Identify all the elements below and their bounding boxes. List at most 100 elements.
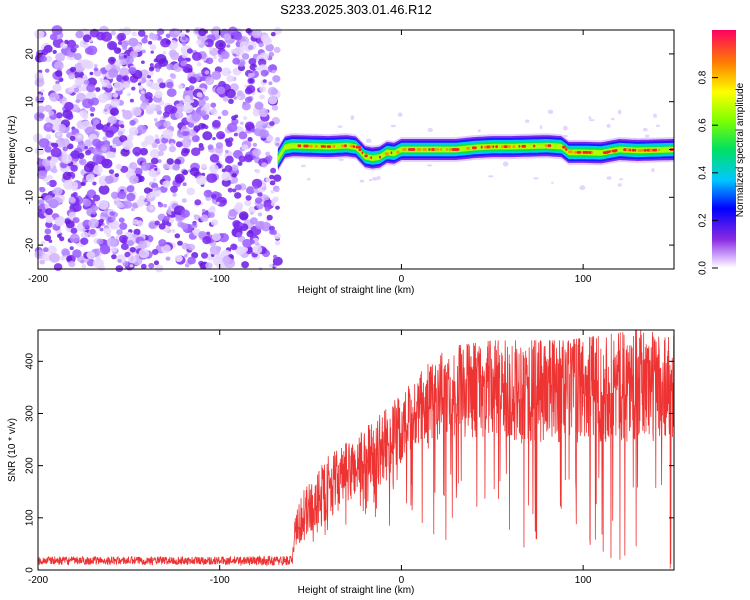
noise-blob (141, 141, 148, 148)
noise-blob (68, 211, 76, 219)
ridge-hot-segment (306, 144, 309, 148)
noise-blob (188, 128, 197, 137)
noise-blob (117, 259, 122, 263)
ridge-hot-segment (384, 152, 389, 156)
noise-blob (140, 263, 147, 270)
noise-blob (54, 61, 64, 71)
noise-blob (53, 263, 63, 271)
noise-blob (216, 131, 226, 140)
spectrogram-x-label: Height of straight line (km) (298, 285, 415, 296)
noise-blob (241, 144, 249, 151)
noise-blob (107, 115, 118, 125)
noise-blob (56, 119, 61, 125)
noise-blob (182, 125, 187, 130)
noise-blob (158, 223, 166, 230)
noise-blob (43, 247, 49, 253)
noise-blob (121, 109, 126, 113)
noise-blob (155, 67, 161, 73)
noise-blob (269, 64, 277, 71)
noise-blob (110, 107, 119, 116)
noise-blob (55, 70, 63, 77)
noise-blob (80, 259, 85, 264)
noise-blob (171, 211, 175, 215)
noise-blob (96, 238, 104, 245)
noise-blob (89, 71, 94, 76)
noise-blob (228, 177, 233, 181)
noise-blob (122, 110, 133, 120)
noise-blob (154, 62, 162, 70)
noise-blob (248, 58, 257, 66)
noise-blob (140, 102, 148, 110)
ridge-hot-segment (495, 145, 499, 148)
noise-blob (165, 39, 171, 45)
noise-blob (337, 125, 343, 128)
noise-blob (271, 69, 276, 74)
noise-blob (89, 39, 93, 43)
y-tick-label: 100 (25, 509, 36, 526)
noise-blob (270, 32, 276, 37)
noise-blob (72, 249, 82, 258)
noise-blob (228, 209, 237, 217)
ridge-hot-segment (573, 151, 577, 154)
noise-blob (239, 222, 244, 227)
noise-blob (174, 103, 185, 113)
noise-blob (275, 142, 280, 147)
noise-blob (142, 161, 147, 166)
noise-blob (189, 76, 197, 84)
noise-blob (212, 55, 217, 60)
noise-blob (101, 158, 110, 167)
noise-blob (65, 70, 70, 74)
noise-blob (46, 181, 51, 186)
ridge-hot-segment (466, 147, 470, 150)
noise-blob (162, 129, 174, 139)
noise-blob (40, 96, 45, 101)
noise-blob (182, 182, 187, 187)
noise-blob (72, 203, 82, 212)
x-tick-label: -100 (210, 575, 230, 586)
noise-blob (151, 249, 159, 255)
noise-blob (154, 90, 163, 99)
noise-blob (148, 66, 155, 72)
colorbar-gradient (712, 30, 736, 268)
noise-blob (177, 240, 183, 246)
noise-blob (92, 194, 101, 202)
y-tick-label: 300 (25, 405, 36, 422)
ridge-hot-segment (437, 148, 440, 151)
noise-blob (234, 114, 239, 119)
noise-blob (162, 51, 167, 55)
x-tick-label: 0 (399, 575, 405, 586)
noise-blob (350, 115, 355, 121)
noise-blob (129, 98, 134, 103)
noise-blob (140, 90, 145, 95)
noise-blob (269, 180, 276, 186)
ridge-hot-segment (565, 148, 568, 151)
noise-blob (89, 228, 96, 235)
y-tick-label: 400 (25, 353, 36, 370)
noise-blob (248, 78, 254, 84)
snr-plot-area (38, 330, 674, 570)
noise-blob (183, 103, 194, 114)
noise-blob (81, 264, 87, 269)
noise-blob (75, 99, 80, 104)
noise-blob (59, 128, 65, 133)
ridge-hot-segment (428, 148, 431, 151)
noise-blob (271, 104, 279, 111)
noise-blob (539, 125, 543, 130)
ridge-hot-segment (562, 145, 566, 149)
noise-blob (252, 109, 261, 117)
noise-blob (129, 119, 136, 126)
noise-blob (154, 167, 158, 171)
noise-blob (109, 211, 115, 217)
noise-blob (210, 108, 218, 116)
snr-x-label: Height of straight line (km) (298, 585, 415, 596)
noise-blob (170, 142, 175, 147)
noise-blob (43, 234, 52, 241)
noise-blob (249, 217, 258, 225)
noise-blob (163, 215, 170, 222)
spectrogram-y-label: Frequency (Hz) (7, 116, 18, 185)
noise-blob (37, 199, 45, 206)
noise-blob (126, 185, 135, 193)
noise-blob (54, 216, 65, 227)
noise-blob (176, 255, 183, 262)
noise-blob (180, 209, 190, 218)
